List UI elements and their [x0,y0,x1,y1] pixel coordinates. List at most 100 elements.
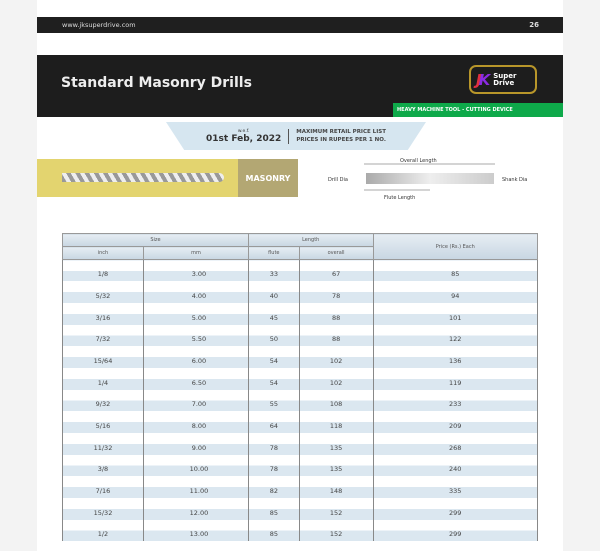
page-title: Standard Masonry Drills [61,75,252,91]
table-row: 7/32 5.50 50 88 122 [62,324,538,347]
cell-price: 94 [372,281,538,303]
cell-mm: 10.00 [142,454,249,477]
wef-label: w.e.f. [237,128,250,134]
table-row: 15/64 6.00 54 102 136 [62,346,538,368]
header-size: Size [62,233,249,247]
cell-inch: 7/16 [62,476,144,499]
drill-dia-label: Drill Dia [328,177,348,183]
cell-price: 299 [372,498,538,520]
cell-flute: 50 [247,324,300,347]
cell-flute: 54 [247,346,300,368]
cell-price: 122 [372,324,538,347]
table-row: 1/4 6.50 54 102 119 [62,367,538,390]
cell-price: 233 [372,389,538,412]
table-row: 9/32 7.00 55 108 233 [62,389,538,412]
price-banner: w.e.f. 01st Feb, 2022 MAXIMUM RETAIL PRIC… [166,122,426,150]
overall-length-label: Overall Length [400,158,437,164]
table-row: 1/2 13.00 85 152 299 [62,519,538,542]
cell-price: 101 [372,302,538,325]
cell-mm: 13.00 [142,519,249,542]
cell-inch: 15/64 [62,346,144,368]
cell-inch: 5/32 [62,281,144,303]
cell-price: 119 [372,367,538,390]
cell-overall: 152 [298,498,374,520]
table-row: 5/16 8.00 64 118 209 [62,411,538,433]
header: Standard Masonry Drills JK Super Drive HE… [37,55,563,117]
cell-overall: 118 [298,411,374,433]
tagline: HEAVY MACHINE TOOL - CUTTING DEVICE [393,103,563,117]
table-row: 11/32 9.00 78 135 268 [62,433,538,455]
cell-flute: 78 [247,454,300,477]
header-mm: mm [142,246,249,260]
table-row: 1/8 3.00 33 67 85 [62,259,538,282]
cell-flute: 85 [247,498,300,520]
cell-inch: 9/32 [62,389,144,412]
cell-flute: 54 [247,367,300,390]
cell-overall: 135 [298,433,374,455]
header-price: Price (Rs.) Each [372,233,538,260]
cell-overall: 102 [298,346,374,368]
cell-mm: 5.50 [142,324,249,347]
cell-inch: 5/16 [62,411,144,433]
cell-overall: 88 [298,324,374,347]
cell-inch: 15/32 [62,498,144,520]
cell-mm: 6.50 [142,367,249,390]
cell-overall: 88 [298,302,374,325]
logo-text: Super Drive [493,71,517,87]
cell-flute: 85 [247,519,300,542]
cell-price: 299 [372,519,538,542]
shank-dia-label: Shank Dia [502,177,527,183]
header-length: Length [247,233,374,247]
cell-price: 335 [372,476,538,499]
cell-mm: 5.00 [142,302,249,325]
category-label: MASONRY [238,159,298,197]
cell-inch: 7/32 [62,324,144,347]
cell-overall: 102 [298,367,374,390]
cell-mm: 6.00 [142,346,249,368]
cell-flute: 78 [247,433,300,455]
table-row: 15/32 12.00 85 152 299 [62,498,538,520]
cell-mm: 3.00 [142,259,249,282]
website-link[interactable]: www.jksuperdrive.com [62,21,136,29]
mrp-line2: PRICES IN RUPEES PER 1 NO. [296,137,386,143]
cell-mm: 8.00 [142,411,249,433]
header-flute: flute [247,246,300,260]
cell-flute: 82 [247,476,300,499]
table-row: 5/32 4.00 40 78 94 [62,281,538,303]
cell-mm: 12.00 [142,498,249,520]
cell-inch: 11/32 [62,433,144,455]
cell-inch: 3/8 [62,454,144,477]
cell-price: 209 [372,411,538,433]
top-bar: www.jksuperdrive.com 26 [37,17,563,33]
cell-inch: 1/2 [62,519,144,542]
header-inch: inch [62,246,144,260]
cell-flute: 40 [247,281,300,303]
cell-price: 136 [372,346,538,368]
page-number: 26 [529,21,539,29]
effective-date: 01st Feb, 2022 [206,133,282,144]
cell-flute: 45 [247,302,300,325]
cell-overall: 152 [298,519,374,542]
table-row: 3/16 5.00 45 88 101 [62,302,538,325]
drill-image [62,173,224,182]
cell-inch: 3/16 [62,302,144,325]
cell-price: 240 [372,454,538,477]
cell-overall: 148 [298,476,374,499]
cell-price: 85 [372,259,538,282]
cell-flute: 64 [247,411,300,433]
cell-inch: 1/4 [62,367,144,390]
cell-mm: 9.00 [142,433,249,455]
cell-flute: 55 [247,389,300,412]
price-table: Size Length Price (Rs.) Each inch mm flute ov… [62,233,538,542]
table-row: 7/16 11.00 82 148 335 [62,476,538,499]
mrp-line1: MAXIMUM RETAIL PRICE LIST [296,129,386,135]
cell-overall: 108 [298,389,374,412]
cell-mm: 11.00 [142,476,249,499]
cell-flute: 33 [247,259,300,282]
flute-length-label: Flute Length [384,195,415,201]
cell-overall: 67 [298,259,374,282]
brand-logo: JK Super Drive [469,65,537,94]
table-row: 3/8 10.00 78 135 240 [62,454,538,477]
cell-overall: 78 [298,281,374,303]
cell-price: 268 [372,433,538,455]
